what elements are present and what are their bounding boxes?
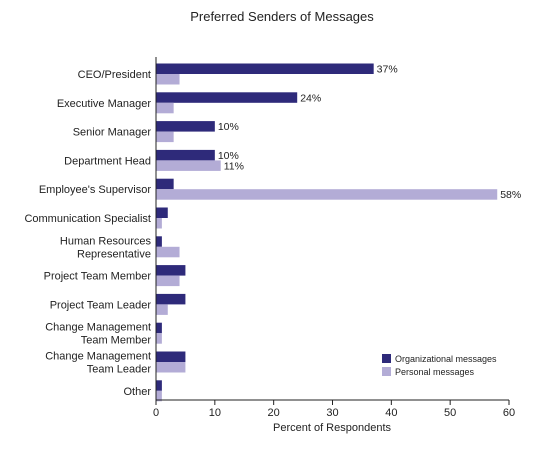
- x-tick-label: 60: [503, 407, 515, 419]
- category-label: Change Management Team Leader: [45, 351, 151, 376]
- personal-bar: [156, 102, 174, 114]
- x-axis-label: Percent of Respondents: [273, 422, 392, 434]
- organizational-bar: [156, 265, 186, 276]
- legend-label: Organizational messages: [395, 354, 497, 364]
- organizational-bar: [156, 121, 215, 132]
- organizational-bar: [156, 380, 162, 391]
- legend-label: Personal messages: [395, 367, 475, 377]
- category-label: Other: [123, 386, 151, 398]
- legend-swatch: [382, 367, 391, 376]
- chart-title: Preferred Senders of Messages: [190, 9, 374, 24]
- personal-bar: [156, 131, 174, 143]
- x-tick-label: 30: [326, 407, 338, 419]
- category-labels: CEO/President Executive Manager Senior Man…: [24, 69, 151, 398]
- organizational-bar: [156, 322, 162, 334]
- data-label: 37%: [377, 64, 398, 76]
- category-label: Executive Manager: [57, 98, 151, 110]
- x-tick-label: 10: [209, 407, 221, 419]
- category-label: Department Head: [64, 155, 151, 167]
- personal-bar: [156, 333, 162, 344]
- personal-bar: [156, 390, 162, 402]
- organizational-bar: [156, 236, 162, 247]
- category-label: Human Resources Representative: [60, 235, 152, 260]
- x-tick-label: 0: [153, 407, 159, 419]
- legend-swatch: [382, 354, 391, 363]
- organizational-bar: [156, 178, 174, 190]
- personal-bar: [156, 160, 221, 171]
- category-label: CEO/President: [78, 69, 151, 81]
- data-label: 10%: [218, 150, 239, 162]
- personal-bar: [156, 189, 498, 200]
- legend: Organizational messages Personal messages: [382, 354, 497, 377]
- organizational-bar: [156, 149, 215, 161]
- organizational-bar: [156, 92, 298, 103]
- data-label: 11%: [224, 160, 244, 172]
- personal-bar: [156, 275, 180, 287]
- personal-bar: [156, 246, 180, 258]
- x-tick-label: 50: [444, 407, 456, 419]
- category-label: Change Management Team Member: [45, 322, 151, 347]
- x-tick-label: 20: [268, 407, 280, 419]
- organizational-bar: [156, 351, 186, 362]
- organizational-bar: [156, 63, 374, 74]
- organizational-bar: [156, 207, 168, 218]
- x-axis: 0 10 20 30 40 50 60: [153, 57, 515, 419]
- personal-bar: [156, 304, 168, 315]
- category-label: Senior Manager: [73, 127, 152, 139]
- category-label: Communication Specialist: [24, 213, 151, 225]
- bars-group: 37%24%10%10%11%58%: [156, 63, 521, 402]
- data-label: 10%: [218, 121, 239, 133]
- data-label: 58%: [500, 189, 521, 201]
- category-label: Project Team Member: [44, 271, 152, 283]
- data-label: 24%: [300, 92, 321, 104]
- personal-bar: [156, 74, 180, 85]
- organizational-bar: [156, 293, 186, 305]
- x-tick-label: 40: [385, 407, 397, 419]
- personal-bar: [156, 218, 162, 229]
- category-label: Project Team Leader: [50, 299, 152, 311]
- category-label: Employee's Supervisor: [39, 184, 151, 196]
- personal-bar: [156, 362, 186, 373]
